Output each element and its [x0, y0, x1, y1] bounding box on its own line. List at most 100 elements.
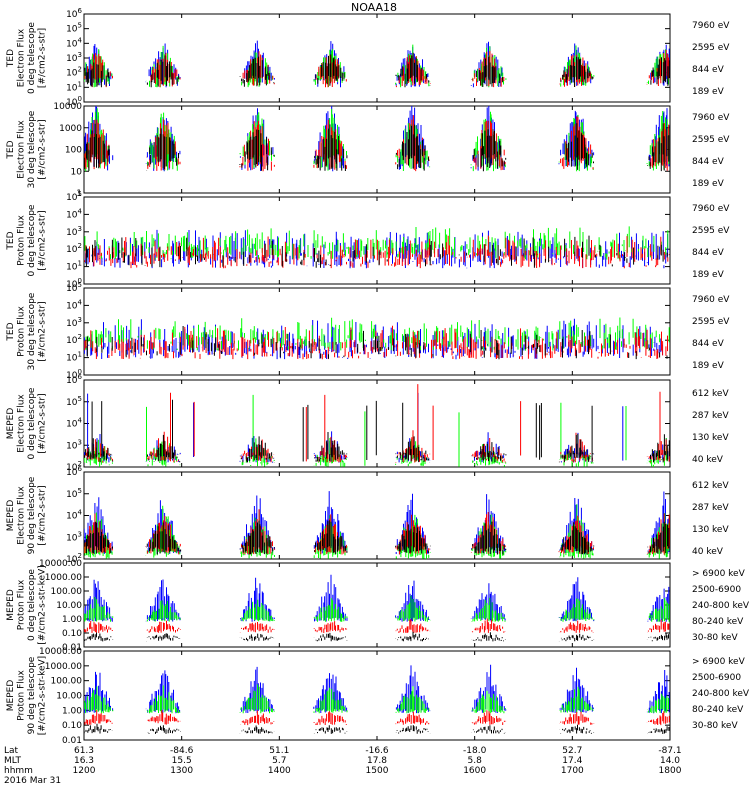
y-label-line: 0 deg telescope	[27, 204, 37, 276]
y-tick-label: 101	[66, 351, 82, 364]
legend-entry: 2595 eV	[692, 317, 730, 327]
series-trace	[85, 235, 668, 268]
y-tick-label: 104	[66, 298, 82, 311]
legend-entry: 2500-6900	[692, 585, 741, 595]
series-trace	[86, 326, 668, 360]
legend-entry: 612 keV	[692, 389, 729, 399]
series-trace	[84, 52, 670, 88]
y-tick-label: 102	[66, 333, 82, 346]
x-tick-label-mlt: 14.0	[660, 756, 680, 766]
legend-entry: 844 eV	[692, 65, 725, 75]
y-label-line: Electron Flux	[17, 120, 27, 179]
y-label-line: Proton Flux	[17, 306, 27, 357]
legend-entry: 130 keV	[692, 433, 729, 443]
y-label-line: 30 deg telescope	[27, 292, 37, 370]
y-tick-label: 100	[65, 146, 82, 156]
legend-entry: 130 keV	[692, 525, 729, 535]
y-axis-label: MEPED Proton Flux 0 deg telescope [#/cm2-s-…	[6, 565, 48, 644]
y-label-line: 0 deg telescope	[27, 387, 37, 459]
panel-2: 1 10 100 1000 10000 TED Electron Flux 30 deg te…	[6, 102, 730, 199]
y-tick-label: 102	[66, 66, 82, 79]
y-tick-label: 104	[66, 417, 82, 430]
y-tick-label: 0.10	[62, 721, 82, 731]
legend-entry: > 6900 keV	[692, 569, 746, 579]
x-tick-label-time: 1700	[561, 766, 584, 776]
legend-entry: 189 eV	[692, 87, 725, 97]
x-tick-label-mlt: 5.7	[272, 756, 286, 766]
y-label-line: [#/cm2-s-str-keV]	[38, 565, 48, 644]
y-tick-label: 101	[66, 80, 82, 93]
series-trace	[84, 631, 669, 642]
x-tick-label-lat: -84.6	[170, 746, 194, 756]
y-tick-label: 103	[66, 316, 82, 329]
y-axis-label: TED Electron Flux 30 deg telescope [#/cm2-s…	[6, 110, 48, 188]
data-traces	[84, 226, 670, 269]
y-tick-label: 1000	[59, 124, 82, 134]
legend-entry: 7960 eV	[692, 21, 730, 31]
series-trace	[84, 123, 670, 172]
y-tick-label: 10.00	[56, 601, 82, 611]
y-label-line: 90 deg telescope	[27, 656, 37, 734]
y-tick-label: 0.01	[62, 643, 82, 653]
x-tick-label-lat: 61.3	[74, 746, 94, 756]
y-axis-label: MEPED Electron Flux 90 deg telescope [#/cm2…	[6, 476, 48, 554]
y-tick-label: 1.00	[62, 615, 82, 625]
y-tick-label: 1.00	[62, 706, 82, 716]
y-label-line: [#/cm2-s-str]	[38, 393, 48, 453]
y-tick-label: 10000	[53, 102, 82, 112]
y-label-line: Electron Flux	[17, 394, 27, 453]
x-tick-label-time: 1600	[463, 766, 486, 776]
y-tick-label: 102	[66, 242, 82, 255]
legend-entry: 80-240 keV	[692, 617, 744, 627]
y-label-line: Electron Flux	[17, 486, 27, 545]
y-tick-label: 1000.00	[45, 573, 82, 583]
x-tick-label-time: 1800	[659, 766, 682, 776]
y-tick-label: 100.00	[51, 677, 83, 687]
y-label-line: TED	[6, 140, 16, 159]
data-traces	[84, 384, 670, 467]
y-tick-label: 105	[66, 22, 82, 35]
x-tick-label-lat: -16.6	[365, 746, 389, 756]
legend-entry: 7960 eV	[692, 295, 730, 305]
y-tick-label: 103	[66, 530, 82, 543]
legend-entry: 2595 eV	[692, 226, 730, 236]
y-label-line: MEPED	[6, 680, 16, 712]
series-trace	[84, 723, 670, 734]
legend-entry: 2595 eV	[692, 43, 730, 53]
legend-entry: 844 eV	[692, 248, 725, 258]
panel-frame	[83, 13, 671, 103]
legend-entry: 40 keV	[692, 455, 724, 465]
y-axis-label: TED Proton Flux 30 deg telescope [#/cm2-s-s…	[6, 292, 48, 370]
legend-entry: 287 keV	[692, 503, 729, 513]
y-label-line: MEPED	[6, 408, 16, 440]
y-tick-label: 104	[66, 36, 82, 49]
hhmm-row-label: hhmm	[4, 766, 33, 776]
y-axis-label: MEPED Proton Flux 90 deg telescope [#/cm2-s…	[6, 656, 48, 735]
y-label-line: [#/cm2-s-str]	[38, 28, 48, 88]
y-label-line: MEPED	[6, 500, 16, 532]
data-traces	[84, 317, 670, 360]
y-tick-label: 105	[66, 395, 82, 408]
y-label-line: 0 deg telescope	[27, 22, 37, 94]
y-label-line: [#/cm2-s-str-keV]	[38, 656, 48, 735]
x-tick-label-mlt: 16.3	[74, 756, 94, 766]
y-label-line: TED	[6, 49, 16, 68]
panel-8: 0.010.101.0010.00100.001000.0010000.00ME…	[6, 647, 750, 746]
x-tick-label-lat: 52.7	[562, 746, 582, 756]
y-tick-label: 10000.00	[39, 647, 82, 657]
y-tick-label: 10.00	[56, 692, 82, 702]
y-tick-label: 0.10	[62, 629, 82, 639]
y-label-line: TED	[6, 231, 16, 250]
legend-entry: 189 eV	[692, 270, 725, 280]
y-tick-label: 106	[66, 7, 82, 20]
y-axis-label: TED Electron Flux 0 deg telescope [#/cm2-s-…	[6, 22, 48, 94]
x-tick-label-time: 1400	[268, 766, 291, 776]
mlt-row-label: MLT	[4, 756, 22, 766]
